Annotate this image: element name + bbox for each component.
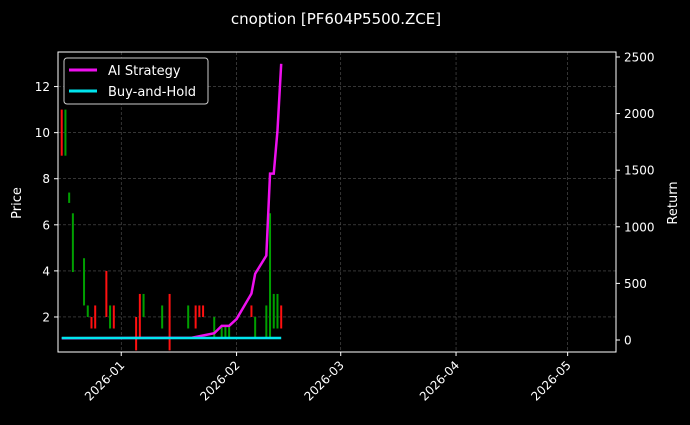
legend-bh-label: Buy-and-Hold xyxy=(108,85,196,100)
legend-ai-label: AI Strategy xyxy=(108,64,181,79)
x-tick-label: 2026-03 xyxy=(301,358,346,403)
x-axis: 2026-01 2026-02 2026-03 2026-04 2026-05 xyxy=(82,352,574,404)
left-tick-label: 6 xyxy=(42,218,50,232)
x-tick-label: 2026-04 xyxy=(417,358,462,403)
left-tick-label: 8 xyxy=(42,172,50,186)
legend: AI Strategy Buy-and-Hold xyxy=(63,57,209,105)
right-axis-label: Return xyxy=(666,181,681,224)
x-tick-label: 2026-05 xyxy=(528,358,573,403)
right-tick-label: 500 xyxy=(624,277,647,291)
left-axis-label: Price xyxy=(10,187,25,219)
legend-box xyxy=(63,57,209,105)
right-y-axis: 0 500 1000 1500 2000 2500 xyxy=(616,50,655,348)
right-tick-label: 1000 xyxy=(624,220,655,234)
candles xyxy=(60,109,283,351)
chart-title: cnoption [PF604P5500.ZCE] xyxy=(231,10,441,28)
left-tick-label: 2 xyxy=(42,310,50,324)
left-tick-label: 12 xyxy=(35,80,50,94)
right-tick-label: 2500 xyxy=(624,50,655,64)
left-tick-label: 4 xyxy=(42,264,50,278)
right-tick-label: 2000 xyxy=(624,107,655,121)
plot-frame xyxy=(57,51,617,353)
x-tick-label: 2026-01 xyxy=(82,358,127,403)
ai-strategy-line xyxy=(61,63,283,340)
return-lines xyxy=(61,63,283,340)
x-tick-label: 2026-02 xyxy=(197,358,242,403)
left-y-axis: 2 4 6 8 10 12 xyxy=(35,80,58,324)
left-tick-label: 10 xyxy=(35,126,50,140)
right-tick-label: 1500 xyxy=(624,164,655,178)
right-tick-label: 0 xyxy=(624,334,632,348)
